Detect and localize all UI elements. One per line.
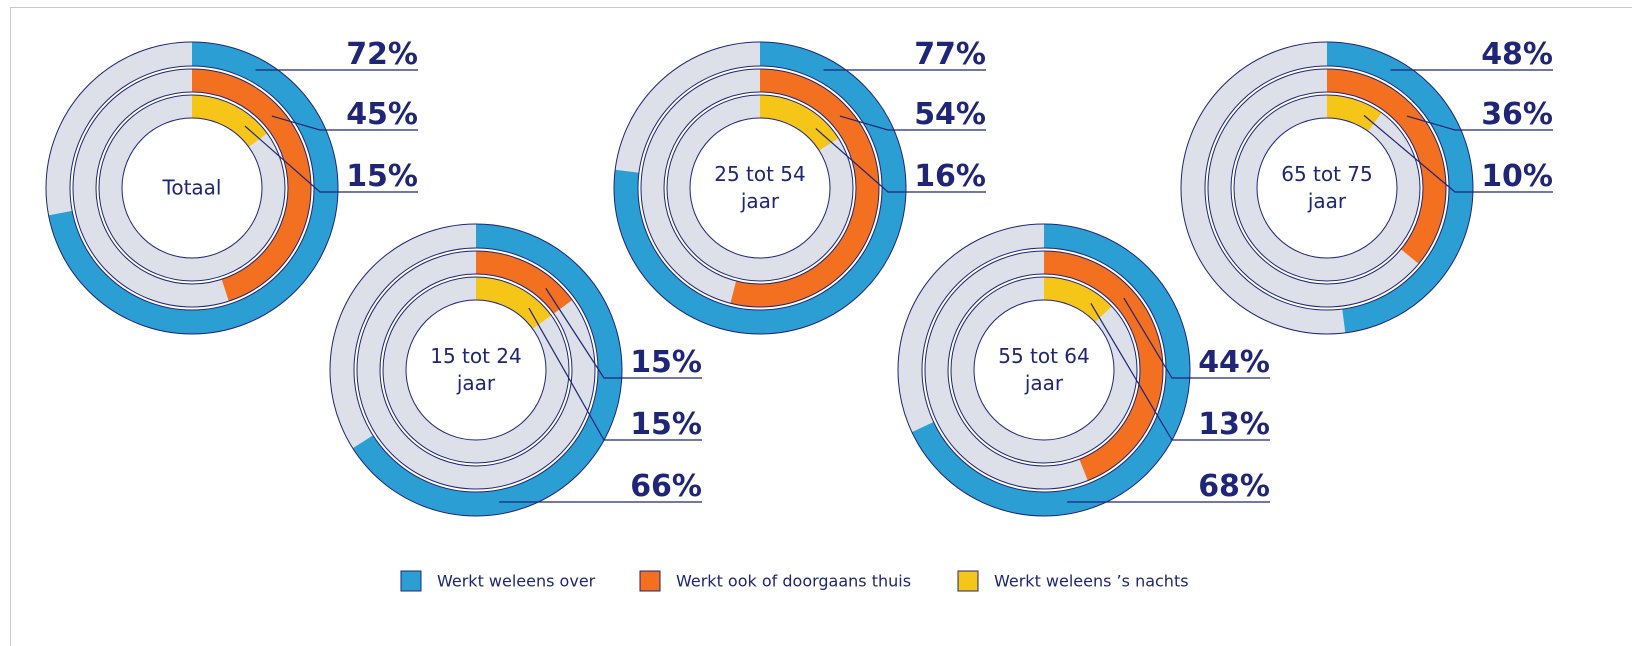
leader-line [1363,114,1553,193]
ring-arc [1044,251,1163,481]
ring-arc [476,277,552,329]
leader-line [528,307,702,441]
center-label: 15 tot 24 jaar [430,344,522,395]
ring-edge [405,299,547,441]
ring-edge [921,247,1167,493]
value-label: 66% [630,469,702,504]
leader-line [1123,297,1270,379]
leader-line [839,115,986,131]
leader-line [815,128,986,193]
legend-swatch [957,570,979,592]
ring-edge [663,91,857,285]
value-label: 13% [1198,407,1270,442]
legend-text: Werkt weleens over [437,572,596,591]
value-label: 15% [346,159,418,194]
center-label: 25 tot 54 jaar [714,162,806,213]
legend-swatch [639,570,661,592]
ring-edge [379,273,573,467]
ring-edge [95,91,289,285]
center-label: Totaal [162,175,222,200]
ring-edge [973,299,1115,441]
ring-edge [45,41,339,335]
ring-arc [730,69,879,307]
legend-swatch [400,570,422,592]
value-label: 72% [346,37,418,72]
ring-edge [950,276,1138,464]
value-label: 77% [914,37,986,72]
ring-edge [897,223,1191,517]
ring-arc [1327,69,1446,264]
ring-edge [666,94,854,282]
ring-edge [689,117,831,259]
ring-edge [1180,41,1474,335]
ring-arc [1327,95,1382,132]
ring-edge [640,68,880,308]
ring-edge [1256,117,1398,259]
ring-edge [356,250,596,490]
leader-line [244,125,418,193]
leader-line [1090,303,1270,441]
ring-edge [613,41,907,335]
ring-edge [1207,68,1447,308]
ring-arc [1327,42,1474,333]
ring-edge [924,250,1164,490]
frame [10,7,1632,646]
ring-arc [476,251,573,314]
ring-edge [1204,65,1450,311]
value-label: 16% [914,159,986,194]
ring-edge [947,273,1141,467]
center-label: 65 tot 75 jaar [1281,162,1373,213]
value-label: 15% [630,407,702,442]
ring-edge [1233,94,1421,282]
ring-edge [353,247,599,493]
ring-edge [1230,91,1424,285]
ring-edge [69,65,315,311]
ring-edge [382,276,570,464]
ring-edge [72,68,312,308]
leader-line [545,287,702,379]
value-label: 36% [1481,97,1553,132]
value-label: 68% [1198,469,1270,504]
leader-line [1406,115,1553,131]
legend-text: Werkt ook of doorgaans thuis [676,572,911,591]
ring-arc [760,95,839,151]
ring-edge [637,65,883,311]
value-label: 48% [1481,37,1553,72]
leader-line [271,115,418,131]
value-label: 45% [346,97,418,132]
legend-text: Werkt weleens ’s nachts [994,572,1189,591]
ring-arc [192,95,268,147]
ring-edge [121,117,263,259]
value-label: 44% [1198,345,1270,380]
value-label: 15% [630,345,702,380]
value-label: 54% [914,97,986,132]
ring-arc [192,69,312,302]
ring-edge [329,223,623,517]
center-label: 55 tot 64 jaar [998,344,1090,395]
ring-edge [98,94,286,282]
value-label: 10% [1481,159,1553,194]
